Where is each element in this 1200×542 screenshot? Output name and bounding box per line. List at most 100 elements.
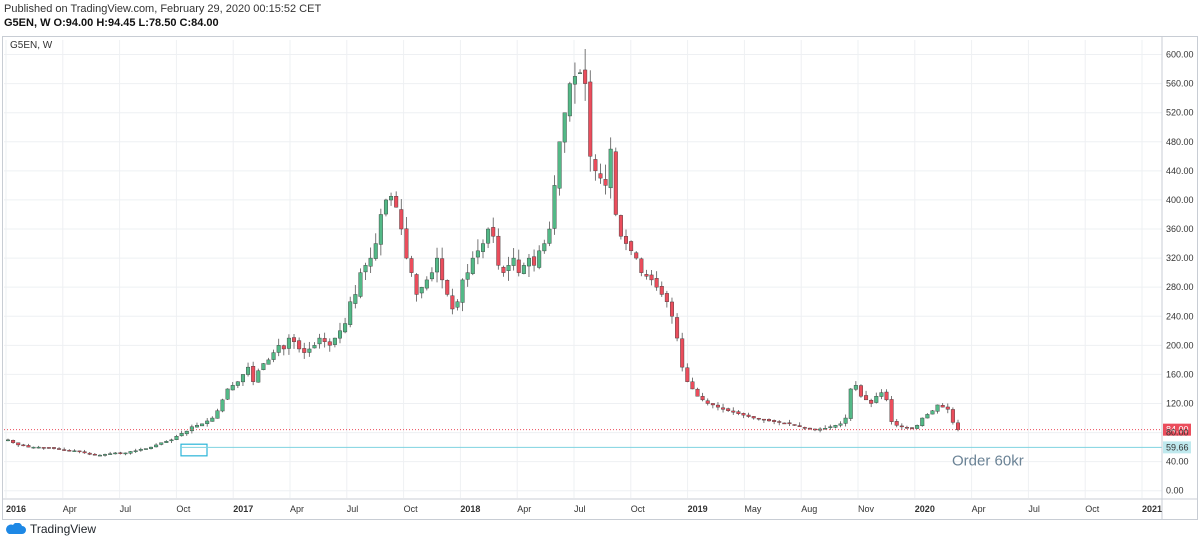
y-axis: 0.00 40.00 80.00 120.00 160.00 200.00 240.00 28… xyxy=(1161,36,1194,519)
candle-down xyxy=(404,228,409,259)
candle-up xyxy=(935,404,940,412)
candle-up xyxy=(465,272,470,280)
x-tick-label: Oct xyxy=(1085,504,1100,514)
candle-down xyxy=(669,301,674,317)
x-tick-label: Nov xyxy=(858,504,875,514)
tradingview-logo[interactable]: TradingView xyxy=(4,522,96,536)
candle-down xyxy=(251,366,256,382)
candle-down xyxy=(864,395,869,401)
candle-up xyxy=(184,430,189,435)
y-tick-label: 560.00 xyxy=(1166,79,1194,89)
candle-up xyxy=(853,385,858,390)
candle-up xyxy=(557,141,562,189)
series-legend: G5EN, W xyxy=(10,40,53,51)
candle-up xyxy=(567,83,572,117)
candle-up xyxy=(424,279,429,289)
candle-up xyxy=(276,345,281,353)
candle-down xyxy=(46,447,51,449)
candle-down xyxy=(777,421,782,423)
order-price-label: 59.66 xyxy=(1166,442,1189,452)
y-tick-label: 520.00 xyxy=(1166,108,1194,118)
candle-up xyxy=(307,348,312,353)
candle-up xyxy=(149,446,153,449)
candle-down xyxy=(787,422,792,425)
candle-down xyxy=(664,293,669,302)
candle-down xyxy=(414,274,419,295)
candle-down xyxy=(281,345,286,350)
candle-down xyxy=(726,408,731,411)
candle-down xyxy=(889,399,894,422)
candle-down xyxy=(710,403,715,406)
candle-up xyxy=(230,385,235,391)
candle-up xyxy=(429,272,434,280)
candle-up xyxy=(128,451,133,454)
candle-down xyxy=(741,413,746,416)
candle-down xyxy=(532,256,537,266)
candle-up xyxy=(154,444,159,448)
candle-down xyxy=(731,410,736,413)
candle-down xyxy=(450,295,455,310)
chart-frame[interactable] xyxy=(2,36,1198,520)
candle-up xyxy=(915,425,920,429)
candle-down xyxy=(82,451,87,454)
candle-up xyxy=(526,257,531,267)
candle-down xyxy=(956,422,960,430)
candle-down xyxy=(67,450,72,452)
candle-down xyxy=(327,341,332,346)
candle-down xyxy=(588,81,593,157)
x-tick-label: Oct xyxy=(176,504,191,514)
candle-down xyxy=(680,338,685,368)
y-tick-label: 0.00 xyxy=(1166,486,1184,496)
candle-up xyxy=(843,417,848,424)
candle-down xyxy=(746,414,751,417)
candle-up xyxy=(419,286,424,294)
candle-up xyxy=(338,330,342,339)
x-tick-label: 2021 xyxy=(1142,504,1162,514)
candle-up xyxy=(343,323,348,333)
candle-down xyxy=(501,266,506,273)
candle-down xyxy=(292,337,297,342)
candle-up xyxy=(378,214,383,245)
x-tick-label: Apr xyxy=(517,504,531,514)
candle-up xyxy=(143,448,148,450)
candle-down xyxy=(41,447,46,449)
highlight-box xyxy=(180,443,208,457)
y-tick-label: 120.00 xyxy=(1166,398,1194,408)
x-tick-label: 2018 xyxy=(460,504,480,514)
candle-up xyxy=(235,381,240,386)
candle-up xyxy=(108,453,113,455)
y-tick-label: 200.00 xyxy=(1166,340,1194,350)
candle-up xyxy=(930,410,935,415)
candle-up xyxy=(455,301,460,308)
candle-up xyxy=(200,423,205,427)
candle-down xyxy=(751,416,756,419)
candle-up xyxy=(261,363,266,371)
order-annotation: Order 60kr xyxy=(952,452,1024,469)
high-value: 94.45 xyxy=(107,17,136,29)
candle-up xyxy=(511,257,516,266)
candle-down xyxy=(685,367,690,382)
cloud-icon xyxy=(6,523,26,534)
candle-up xyxy=(828,426,833,428)
y-tick-label: 400.00 xyxy=(1166,195,1194,205)
candle-down xyxy=(583,69,588,84)
candle-up xyxy=(389,196,394,201)
candle-up xyxy=(823,428,828,430)
x-tick-label: Jul xyxy=(1028,504,1040,514)
candle-down xyxy=(772,420,777,422)
candle-up xyxy=(572,76,577,85)
candle-up xyxy=(475,250,480,258)
y-tick-label: 240.00 xyxy=(1166,311,1194,321)
candle-down xyxy=(950,409,955,423)
close-label: C: xyxy=(179,17,192,29)
x-tick-label: Apr xyxy=(290,504,304,514)
candle-down xyxy=(11,440,16,443)
candle-up xyxy=(31,446,36,449)
candle-down xyxy=(624,236,628,244)
candle-down xyxy=(21,444,26,447)
candle-down xyxy=(496,235,501,266)
candle-down xyxy=(57,448,62,450)
published-info: Published on TradingView.com, February 2… xyxy=(4,3,322,15)
candle-up xyxy=(552,185,557,229)
